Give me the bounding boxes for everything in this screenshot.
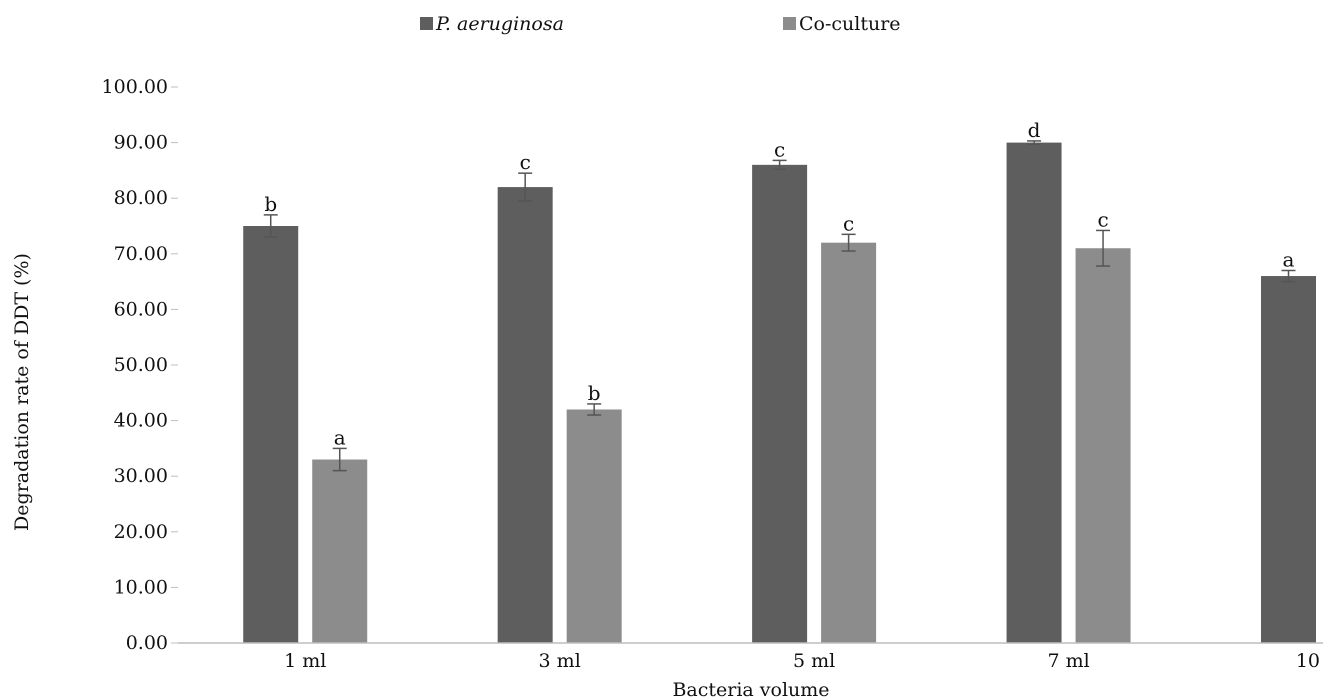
y-tick-label: 100.00 [102,76,168,98]
x-tick-label: 3 ml [539,650,581,672]
significance-label: b [588,381,601,405]
y-tick-label: 0.00 [126,632,168,654]
significance-label: c [520,150,531,174]
y-tick-label: 10.00 [114,576,168,598]
significance-label: a [1283,247,1295,271]
x-tick-label: 7 ml [1047,650,1089,672]
y-tick-label: 50.00 [114,354,168,376]
y-axis-tick-labels: 0.00 10.00 20.00 30.00 40.00 50.00 60.00 70.00 8… [102,76,178,654]
legend-swatch-p-aeruginosa [420,17,433,30]
bar-p-aeruginosa [752,164,808,643]
y-axis-title: Degradation rate of DDT (%) [11,253,33,531]
x-axis-title: Bacteria volume [672,679,829,700]
legend: P. aeruginosa Co-culture [420,13,901,35]
legend-label-p-aeruginosa: P. aeruginosa [435,13,564,35]
significance-label: c [843,211,854,235]
significance-labels: bacbccdcad [264,118,1295,449]
legend-swatch-co-culture [783,17,796,30]
y-tick-label: 20.00 [114,521,168,543]
y-tick-label: 60.00 [114,298,168,320]
bar-co-culture [566,409,622,643]
bar-p-aeruginosa [243,226,299,643]
significance-label: b [264,192,277,216]
y-tick-label: 80.00 [114,187,168,209]
y-tick-label: 90.00 [114,132,168,154]
bar-co-culture [1075,248,1131,644]
y-tick-label: 30.00 [114,465,168,487]
bar-co-culture [821,242,877,643]
error-bars [263,140,1296,472]
legend-label-co-culture: Co-culture [799,13,901,35]
x-axis-tick-labels: 1 ml 3 ml 5 ml 7 ml 10 ml [284,650,1323,672]
significance-label: c [774,137,785,161]
bar-p-aeruginosa [1006,142,1062,643]
x-tick-label: 5 ml [793,650,835,672]
y-tick-label: 40.00 [114,410,168,432]
x-tick-label: 10 ml [1296,650,1323,672]
x-tick-label: 1 ml [284,650,326,672]
y-tick-label: 70.00 [114,243,168,265]
bar-p-aeruginosa [1261,276,1316,643]
bar-co-culture [312,459,368,643]
bar-p-aeruginosa [497,187,553,643]
bars [243,142,1316,644]
significance-label: c [1097,207,1108,231]
significance-label: a [334,425,346,449]
significance-label: d [1028,118,1041,142]
